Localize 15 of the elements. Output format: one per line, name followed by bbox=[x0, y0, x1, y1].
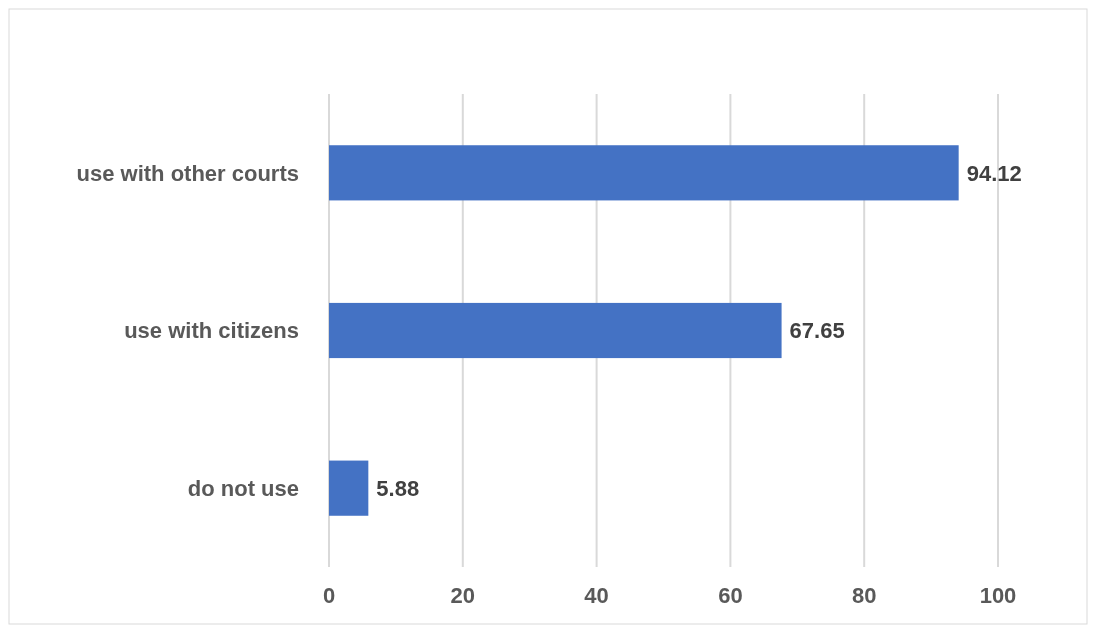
y-tick-label: use with other courts bbox=[76, 160, 299, 186]
x-tick-label: 80 bbox=[851, 583, 877, 608]
x-tick-label: 40 bbox=[584, 583, 609, 608]
data-label: 94.12 bbox=[966, 160, 1022, 186]
bar bbox=[329, 145, 959, 201]
x-tick-label: 0 bbox=[322, 583, 336, 608]
y-tick-label: do not use bbox=[187, 475, 299, 501]
bar bbox=[329, 302, 782, 359]
bar bbox=[329, 460, 369, 516]
x-tick-label: 60 bbox=[718, 583, 743, 608]
x-tick-label: 100 bbox=[979, 583, 1017, 608]
y-tick-label: use with citizens bbox=[124, 318, 299, 344]
data-label: 67.65 bbox=[789, 318, 845, 344]
data-label: 5.88 bbox=[376, 475, 420, 501]
x-tick-label: 20 bbox=[450, 583, 476, 608]
